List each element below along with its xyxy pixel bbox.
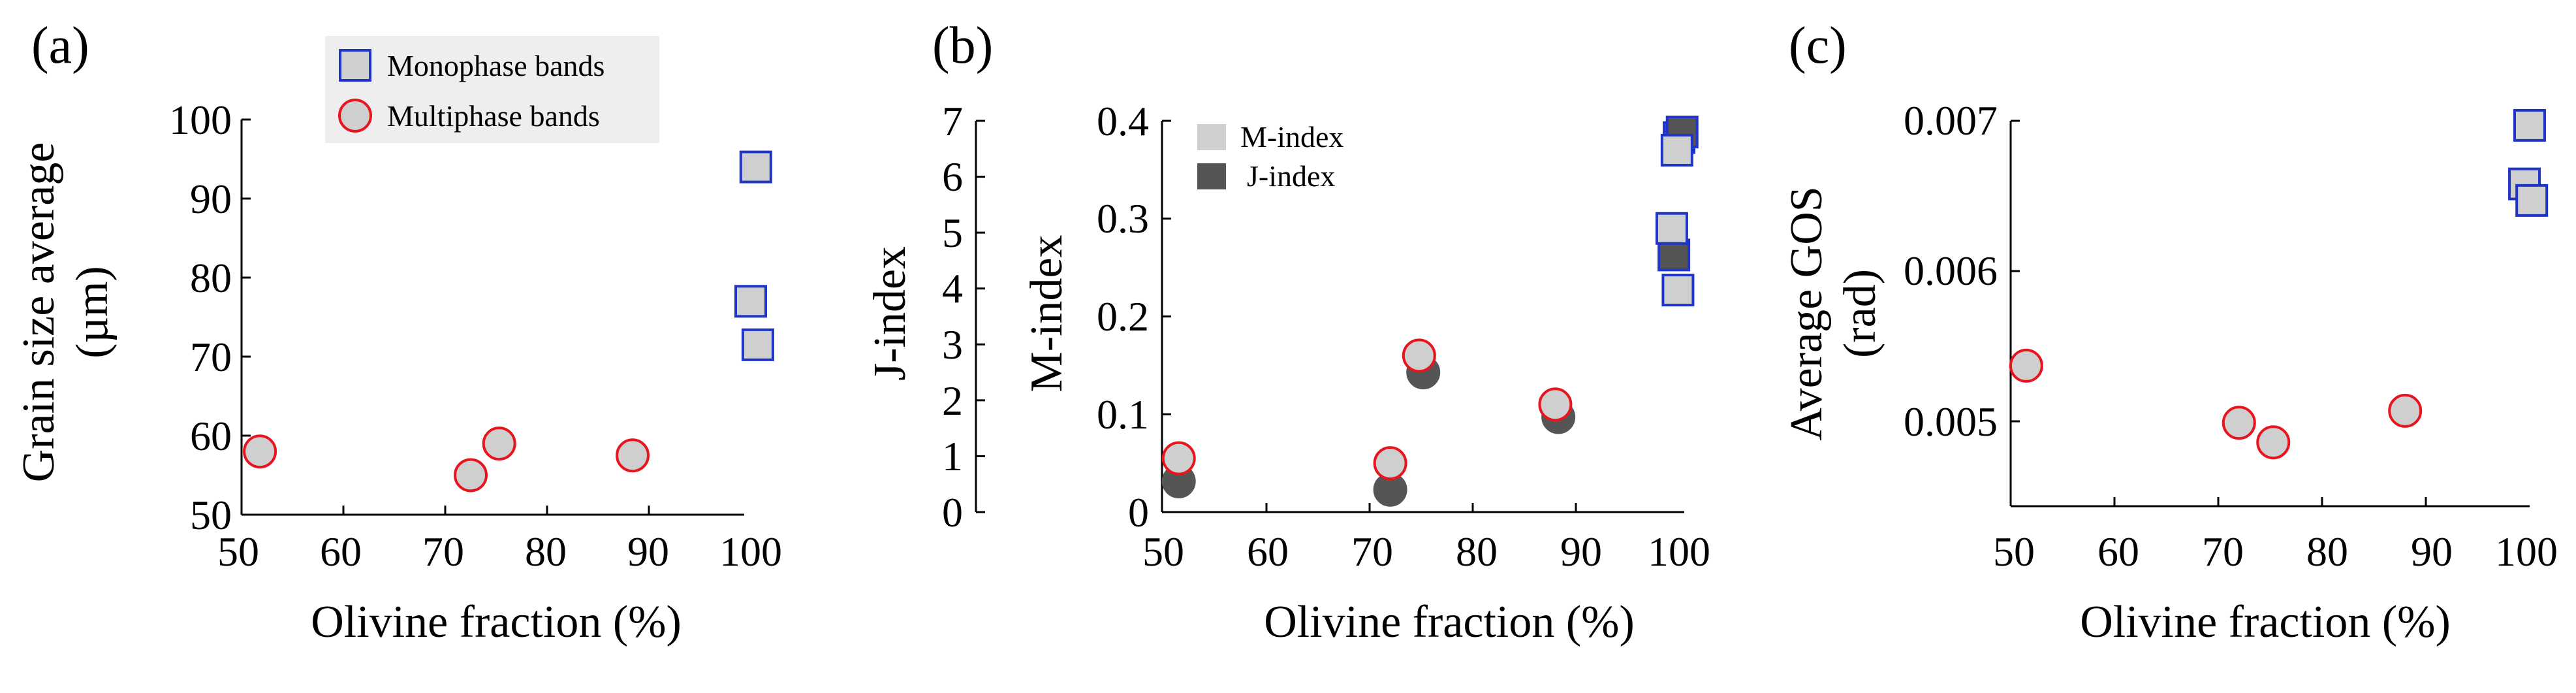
legend-circle-marker [338,99,372,133]
panel-b-xtick: 80 [1456,528,1498,575]
panel-b-m-ytick: 0.3 [1097,195,1149,242]
panel-b-legend: M-index J-index [1197,120,1343,193]
panel-c-xtick: 60 [2097,528,2139,575]
panel-a: (a) 50 60 70 80 90 100 50 60 70 80 90 10… [14,17,782,647]
panel-b-j-ytick: 7 [942,98,963,144]
monophase-point [741,328,774,361]
panel-a-xtick: 60 [320,528,362,575]
panel-b-m-ytick: 0.4 [1097,98,1149,144]
panel-c-ytick: 0.007 [1904,97,1998,144]
panel-a-y-title: Grain size average [14,142,64,483]
panel-c-ticks [2011,120,2427,506]
panel-c-x-title: Olivine fraction (%) [2080,597,2451,647]
panel-a-legend: Monophase bands Multiphase bands [325,36,659,143]
panel-b-j-ytick: 0 [942,489,963,536]
panel-b-xtick: 50 [1142,528,1184,575]
panel-c-y-title: Average GOS [1782,186,1832,440]
panel-a-ytick: 60 [190,413,232,459]
m-index-multiphase-point [1373,446,1407,481]
panel-a-ticks [242,118,650,516]
m-index-multiphase-point [1402,338,1436,373]
panel-b-j-ytick: 6 [942,153,963,200]
panel-b-j-ytick: 5 [942,210,963,256]
panel-b-j-ytick: 2 [942,378,963,424]
panel-c-xtick: 90 [2411,528,2453,575]
monophase-point [734,285,767,318]
legend-m-index-swatch [1197,124,1226,150]
panel-c-xtick: 70 [2202,528,2244,575]
panel-a-ytick: 90 [190,176,232,222]
panel-b-xtick: 100 [1648,528,1710,575]
m-index-monophase-point [1661,274,1695,307]
panel-a-xtick: 70 [422,528,464,575]
legend-background [325,36,659,143]
monophase-point [739,150,772,184]
m-index-multiphase-point [1161,441,1196,475]
panel-b-m-ytick: 0 [1128,489,1149,536]
multiphase-point [616,438,650,473]
panel-b-m-ytick: 0.2 [1097,293,1149,340]
legend-j-index-label: J-index [1247,159,1335,193]
panel-a-ytick: 80 [190,255,232,301]
panel-b-m-title: M-index [1022,234,1072,392]
panel-b: (b) 0 1 2 3 4 5 6 7 0 0.1 0.2 0.3 0.4 50… [865,17,1710,647]
panel-b-ticks [976,120,1577,513]
multiphase-point [454,458,488,492]
legend-multiphase-label: Multiphase bands [387,99,600,133]
panel-b-j-title: J-index [865,246,915,381]
panel-a-ytick: 100 [169,97,232,143]
panel-c-points [2009,108,2549,460]
panel-a-xtick: 100 [719,528,782,575]
monophase-point [2515,184,2549,217]
panel-c-y-title-unit: (rad) [1835,269,1885,358]
panel-a-points [243,150,774,492]
panel-c-xtick: 50 [1993,528,2035,575]
m-index-multiphase-point [1538,387,1573,422]
panel-a-label: (a) [31,17,89,74]
monophase-point [2513,108,2546,142]
panel-a-ytick: 50 [190,492,232,538]
panel-b-j-ytick: 1 [942,433,963,479]
panel-c-ytick: 0.006 [1904,248,1998,294]
legend-monophase-label: Monophase bands [387,49,605,82]
panel-a-xtick: 50 [217,528,259,575]
multiphase-point [2256,425,2291,460]
panel-c: (c) 0.005 0.006 0.007 50 60 70 80 90 100… [1782,17,2558,647]
panel-a-ytick: 70 [190,334,232,380]
panel-b-j-ytick: 4 [942,265,963,312]
multiphase-point [482,427,516,461]
panel-b-xtick: 90 [1560,528,1602,575]
panel-a-y-title-unit: (µm) [67,266,118,358]
panel-c-label: (c) [1789,17,1847,74]
multiphase-point [2388,393,2423,428]
panel-b-xtick: 60 [1247,528,1289,575]
legend-j-index-swatch [1197,163,1226,189]
panel-b-xtick: 70 [1351,528,1393,575]
legend-square-marker [339,49,371,82]
panel-c-xtick: 80 [2306,528,2348,575]
panel-a-xtick: 90 [627,528,669,575]
m-index-monophase-point [1655,212,1688,245]
multiphase-point [2222,406,2256,440]
m-index-monophase-point [1660,133,1693,167]
multiphase-point [243,434,277,469]
panel-b-j-ytick: 3 [942,321,963,368]
panel-c-ytick: 0.005 [1904,398,1998,445]
panel-b-m-ytick: 0.1 [1097,391,1149,438]
panel-a-xtick: 80 [525,528,567,575]
legend-m-index-label: M-index [1240,120,1343,153]
panel-b-x-title: Olivine fraction (%) [1264,597,1635,647]
panel-a-x-title: Olivine fraction (%) [311,597,682,647]
panel-c-xtick: 100 [2495,528,2558,575]
multiphase-point [2009,348,2043,383]
panel-b-label: (b) [932,17,993,74]
panel-b-points [1161,116,1699,507]
